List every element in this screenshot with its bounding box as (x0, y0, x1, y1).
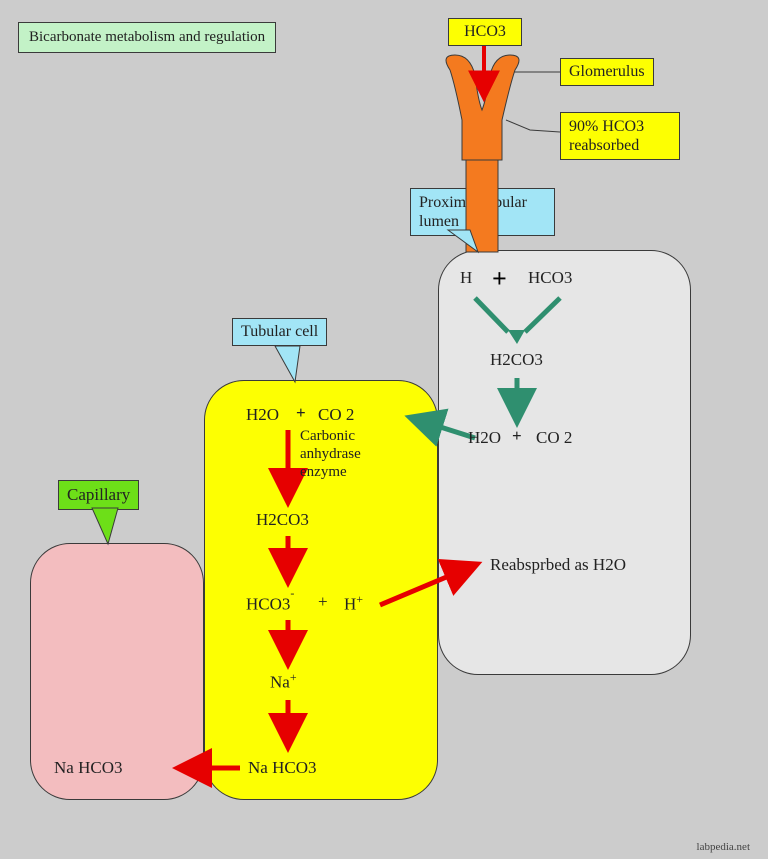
proximal-lumen-label: Proximal tubular lumen (410, 188, 555, 236)
cell-h-ion: H+ (344, 592, 363, 615)
cell-nahco3: Na HCO3 (248, 758, 316, 778)
cell-plus2: + (318, 592, 328, 612)
pointer-tubular (275, 346, 300, 382)
lumen-plus: + (492, 264, 507, 294)
lumen-reabsorbed-h2o: Reabsprbed as H2O (490, 555, 626, 575)
lumen-box (438, 250, 691, 675)
tubular-cell-label: Tubular cell (232, 318, 327, 346)
diagram-canvas: Bicarbonate metabolism and regulation HC… (0, 0, 768, 859)
cell-enzyme-3: enzyme (300, 464, 347, 481)
reabsorbed-90-label: 90% HCO3 reabsorbed (560, 112, 680, 160)
cell-enzyme-1: Carbonic (300, 428, 355, 445)
hco3-source-box: HCO3 (448, 18, 522, 46)
lumen-h2o: H2O (468, 428, 501, 448)
glomerulus-shape (446, 55, 519, 160)
lumen-h2co3: H2CO3 (490, 350, 543, 370)
cell-h2co3: H2CO3 (256, 510, 309, 530)
cell-hco3: HCO3- (246, 592, 294, 615)
lumen-hco3: HCO3 (528, 268, 572, 288)
cell-enzyme-2: anhydrase (300, 446, 361, 463)
diagram-title: Bicarbonate metabolism and regulation (18, 22, 276, 53)
lumen-plus2: + (512, 426, 522, 446)
lumen-co2: CO 2 (536, 428, 572, 448)
cell-plus1: + (296, 403, 306, 423)
pointer-capillary (92, 508, 118, 544)
capillary-label: Capillary (58, 480, 139, 510)
pointer-90pct (506, 120, 560, 132)
capillary-nahco3: Na HCO3 (54, 758, 122, 778)
cell-h2o: H2O (246, 405, 279, 425)
cell-na: Na+ (270, 670, 297, 693)
cell-co2: CO 2 (318, 405, 354, 425)
credit: labpedia.net (697, 841, 750, 853)
glomerulus-label: Glomerulus (560, 58, 654, 86)
lumen-h: H (460, 268, 472, 288)
